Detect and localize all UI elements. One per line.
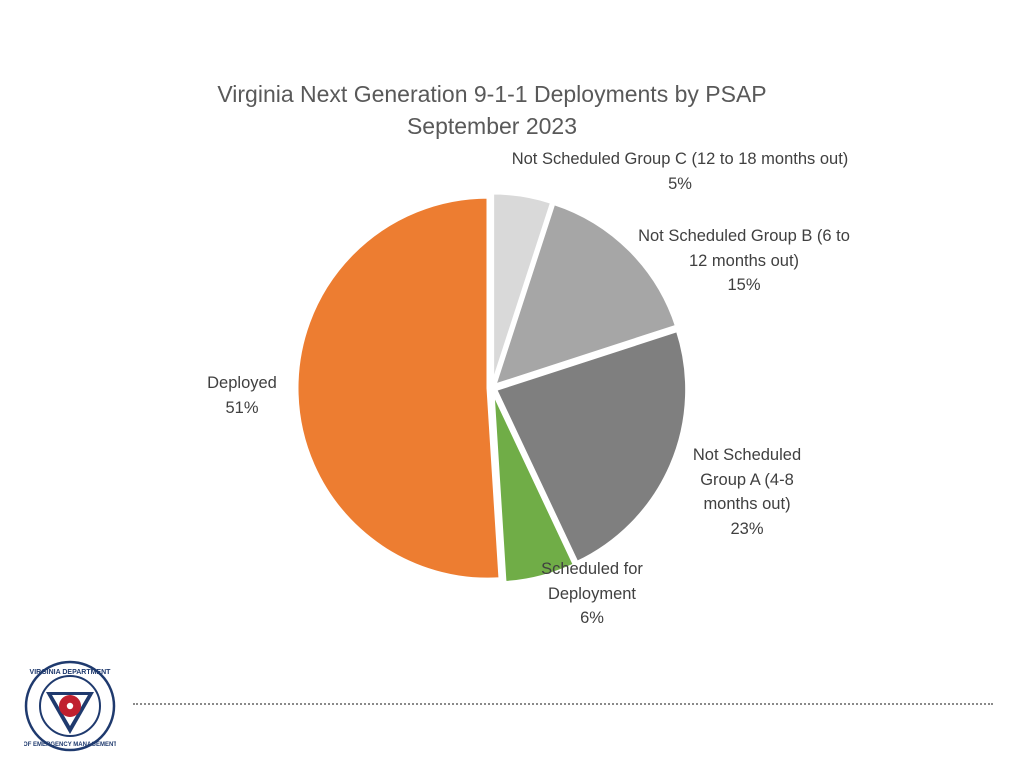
pie-slice-a [493,328,689,565]
slice-label-deployed-line-1: Deployed [207,374,277,392]
slice-label-group-c-line-1: Not Scheduled Group C (12 to 18 months o… [511,150,849,168]
slice-label-group-b-percent: 15% [727,276,761,294]
svg-text:OF EMERGENCY MANAGEMENT: OF EMERGENCY MANAGEMENT [24,742,116,748]
slice-label-deployed-percent: 51% [225,398,259,417]
slice-label-scheduled-line-1: Scheduled for [541,560,643,578]
pie-slice-b [492,201,679,388]
slice-label-deployed: Deployed 51% [182,371,302,420]
pie-slice-s [491,391,577,585]
slice-label-group-b-line-2: 12 months out) [688,251,800,270]
vdem-seal-lettering: VIRGINIA DEPARTMENT [30,669,112,676]
slice-label-group-c-percent: 5% [668,174,692,193]
slice-label-group-a-line-2: Group A (4-8 [700,470,794,489]
vdem-seal-logo: VIRGINIA DEPARTMENT OF EMERGENCY MANAGEM… [24,660,116,752]
chart-subtitle: September 2023 [406,113,578,139]
chart-title: Virginia Next Generation 9-1-1 Deploymen… [192,78,792,142]
slice-label-scheduled: Scheduled for Deployment 6% [512,557,672,631]
slice-label-scheduled-line-2: Deployment [547,584,637,603]
slice-label-group-c: Not Scheduled Group C (12 to 18 months o… [470,147,890,196]
slice-label-group-a: Not Scheduled Group A (4-8 months out) 2… [672,443,822,541]
slice-label-group-a-line-1: Not Scheduled [692,446,802,464]
pie-slice-d [295,195,502,581]
slice-label-group-b: Not Scheduled Group B (6 to 12 months ou… [608,224,880,298]
chart-title-line: Virginia Next Generation 9-1-1 Deploymen… [217,81,767,107]
slice-label-scheduled-percent: 6% [580,609,604,627]
slice-label-group-a-line-3: months out) [703,495,791,513]
slice-label-group-a-percent: 23% [730,519,764,538]
footer-dotted-divider [133,703,993,705]
pie-slice-c [491,191,554,385]
slice-label-group-b-line-1: Not Scheduled Group B (6 to [638,227,850,245]
